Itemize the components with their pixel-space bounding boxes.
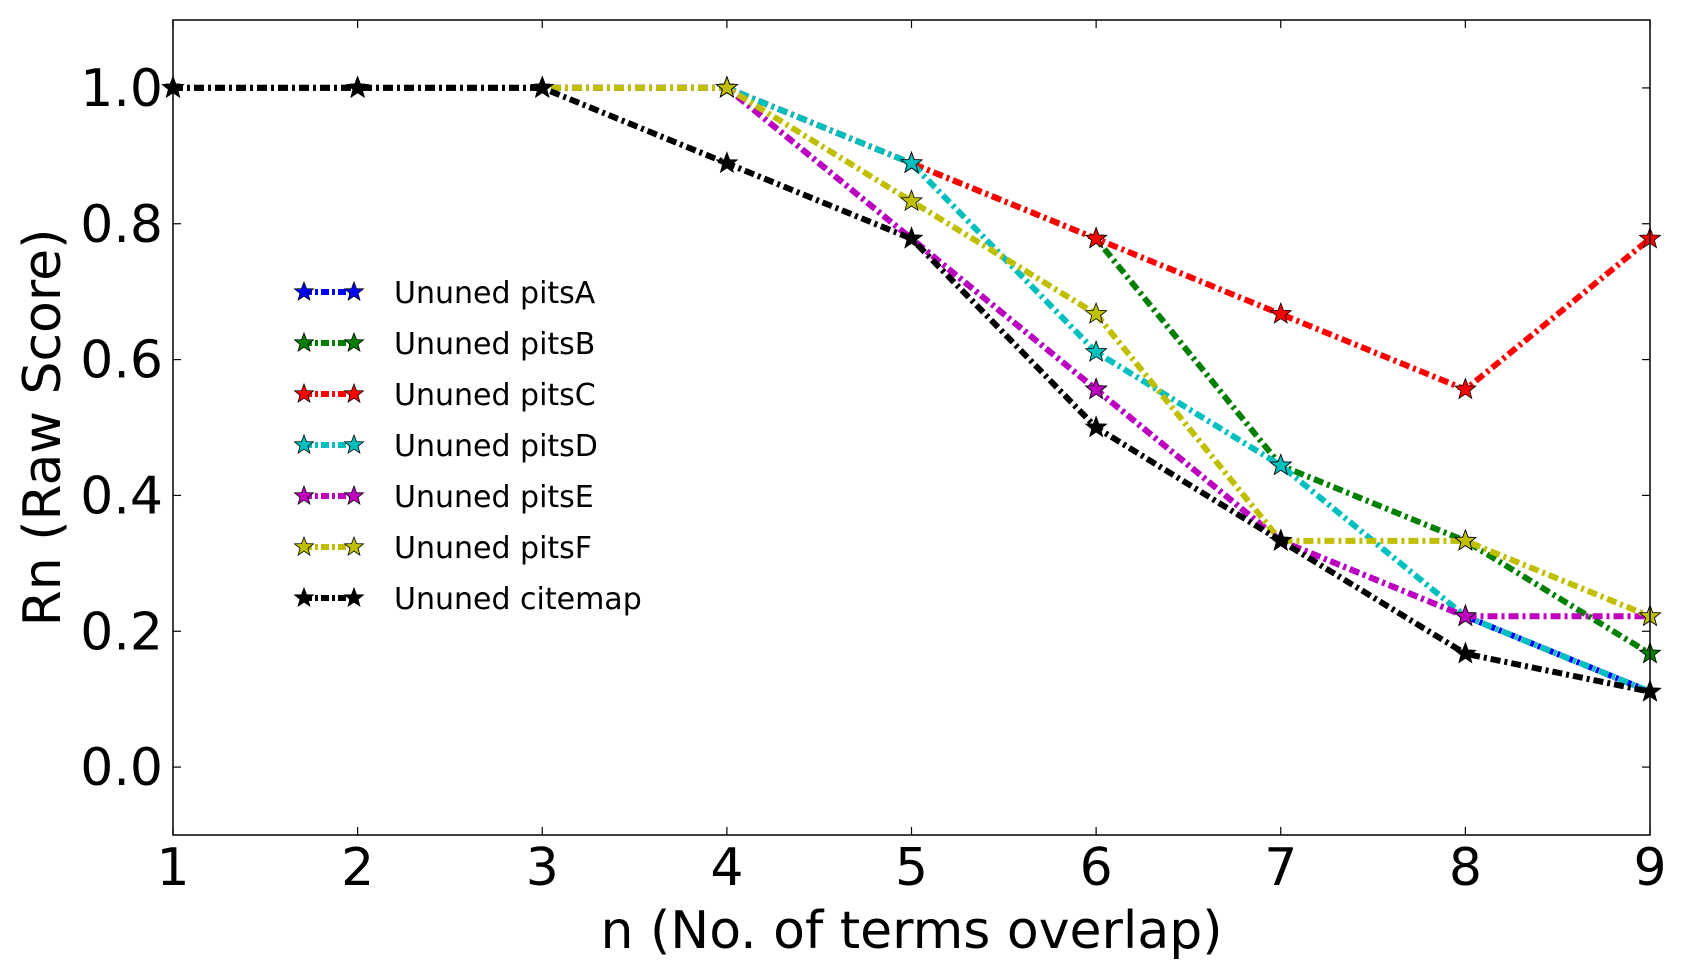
legend-item: Ununed citemap bbox=[293, 582, 642, 617]
y-tick-label: 0.2 bbox=[80, 602, 163, 662]
legend-star-marker bbox=[343, 382, 365, 404]
data-point-ununed-citemap bbox=[1453, 641, 1477, 664]
legend-star-marker bbox=[343, 331, 365, 353]
legend-label: Ununed pitsE bbox=[394, 480, 594, 515]
x-tick-label: 3 bbox=[526, 838, 559, 898]
legend-star-marker bbox=[293, 280, 315, 302]
plot-area-frame bbox=[172, 19, 1651, 836]
data-point-ununed-pitsd bbox=[1084, 339, 1108, 362]
data-point-ununed-pitsc bbox=[1269, 301, 1293, 324]
legend-label: Ununed citemap bbox=[394, 582, 642, 617]
data-point-ununed-citemap bbox=[715, 151, 739, 174]
legend-item: Ununed pitsE bbox=[293, 480, 594, 515]
legend-star-marker bbox=[293, 382, 315, 404]
legend-item: Ununed pitsC bbox=[293, 378, 596, 413]
data-point-ununed-pitsc bbox=[1084, 226, 1108, 249]
x-tick-label: 1 bbox=[156, 838, 189, 898]
data-point-ununed-pitsf bbox=[715, 75, 739, 98]
legend-star-marker bbox=[293, 433, 315, 455]
x-tick-label: 2 bbox=[341, 838, 374, 898]
legend-star-marker bbox=[343, 484, 365, 506]
data-point-ununed-citemap bbox=[899, 226, 924, 249]
legend-star-marker bbox=[293, 484, 315, 506]
legend-item: Ununed pitsD bbox=[293, 429, 598, 464]
data-point-ununed-pitsf bbox=[899, 189, 924, 212]
legend-label: Ununed pitsB bbox=[394, 327, 595, 362]
data-point-ununed-citemap bbox=[1269, 528, 1293, 551]
legend-item: Ununed pitsA bbox=[293, 276, 596, 311]
y-tick-label: 0.6 bbox=[80, 331, 163, 391]
legend-star-marker bbox=[343, 433, 365, 455]
y-axis-label: Rn (Raw Score) bbox=[13, 229, 73, 627]
axis-ticks: 1 2 3 4 5 6 7 8 9 0.0 0.2 0.4 0.6 0.8 1.0 bbox=[80, 20, 1667, 898]
legend-item: Ununed pitsB bbox=[293, 327, 595, 362]
y-tick-label: 0.4 bbox=[80, 466, 163, 526]
legend-label: Ununed pitsA bbox=[394, 276, 596, 311]
x-tick-label: 7 bbox=[1264, 838, 1297, 898]
data-point-ununed-pitsd bbox=[1269, 453, 1293, 476]
legend-star-marker bbox=[343, 586, 365, 608]
series-line-ununed-citemap bbox=[173, 84, 1651, 695]
legend-star-marker bbox=[343, 535, 365, 557]
data-point-ununed-pitse bbox=[1084, 377, 1108, 400]
series-line-ununed-pitsb bbox=[173, 84, 1652, 657]
x-axis-label: n (No. of terms overlap) bbox=[601, 901, 1223, 961]
legend-label: Ununed pitsF bbox=[394, 531, 592, 566]
data-point-ununed-pitsc bbox=[1453, 377, 1477, 400]
data-point-ununed-pitse bbox=[1453, 604, 1477, 627]
data-point-ununed-citemap bbox=[530, 75, 554, 98]
legend-star-marker bbox=[343, 280, 365, 302]
x-tick-label: 4 bbox=[710, 838, 743, 898]
legend-label: Ununed pitsD bbox=[394, 429, 598, 464]
data-point-ununed-pitsf bbox=[1453, 528, 1477, 551]
y-tick-label: 0.0 bbox=[80, 738, 163, 798]
legend-label: Ununed pitsC bbox=[394, 378, 596, 413]
data-point-ununed-pitsd bbox=[899, 151, 924, 174]
x-tick-label: 6 bbox=[1080, 838, 1113, 898]
data-point-ununed-citemap bbox=[346, 75, 370, 98]
legend-star-marker bbox=[293, 586, 315, 608]
legend-star-marker bbox=[293, 331, 315, 353]
x-tick-label: 8 bbox=[1449, 838, 1482, 898]
data-point-ununed-citemap bbox=[1084, 415, 1108, 438]
data-point-ununed-pitsf bbox=[1084, 301, 1108, 324]
y-tick-label: 1.0 bbox=[80, 59, 163, 119]
legend-item: Ununed pitsF bbox=[293, 531, 592, 566]
series-layer bbox=[161, 75, 1662, 702]
x-tick-label: 5 bbox=[895, 838, 928, 898]
x-tick-label: 9 bbox=[1633, 838, 1666, 898]
legend: Ununed pitsA Ununed pitsB Ununed pitsC Unun… bbox=[293, 276, 642, 617]
y-tick-label: 0.8 bbox=[80, 195, 163, 255]
legend-star-marker bbox=[293, 535, 315, 557]
